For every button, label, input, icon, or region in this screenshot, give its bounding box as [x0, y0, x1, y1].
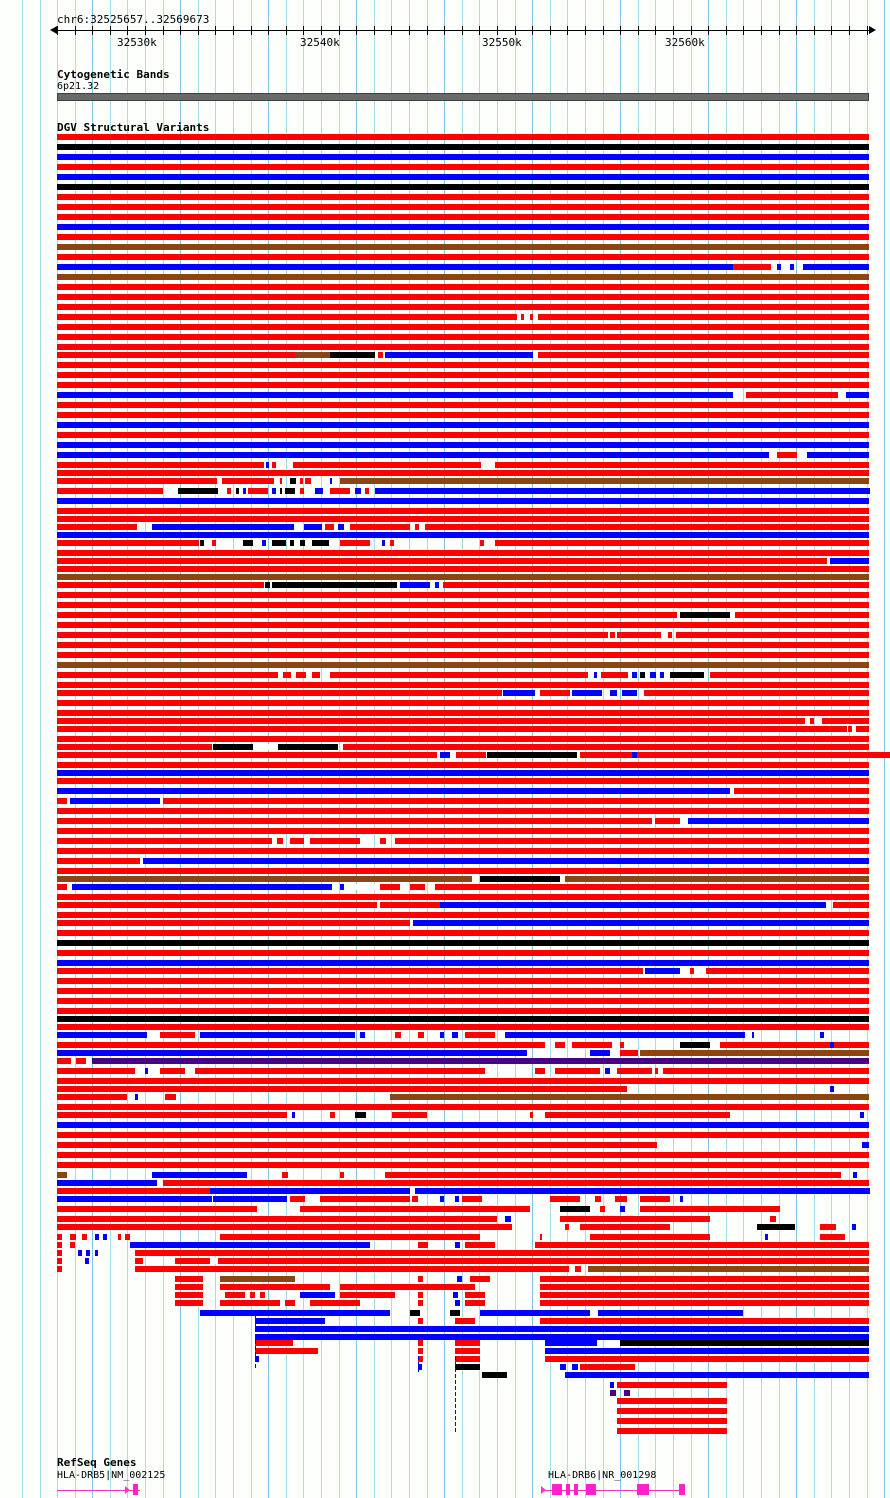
gene-exon[interactable] [552, 1484, 562, 1495]
locus-label: chr6:32525657..32569673 [57, 13, 210, 26]
gene-label[interactable]: HLA-DRB5|NM_002125 [57, 1470, 166, 1481]
gene-intron-line [545, 1490, 685, 1491]
cytoband-label: 6p21.32 [57, 81, 100, 92]
ruler-axis [57, 30, 869, 31]
gene-exon[interactable] [566, 1484, 570, 1495]
arrow-left-icon[interactable] [50, 26, 57, 34]
track-title-refseq-genes: RefSeq Genes [57, 1456, 137, 1469]
gene-exon[interactable] [679, 1484, 685, 1495]
gene-strand-arrow-icon [125, 1486, 130, 1494]
track-title-dgv-structural-variants: DGV Structural Variants [57, 121, 210, 134]
gene-exon[interactable] [133, 1484, 138, 1495]
ruler-label: 32560k [665, 36, 705, 49]
gene-exon[interactable] [574, 1484, 578, 1495]
ruler-label: 32530k [117, 36, 157, 49]
arrow-right-icon[interactable] [869, 26, 876, 34]
ruler-label: 32540k [300, 36, 340, 49]
gene-label[interactable]: HLA-DRB6|NR_001298 [548, 1470, 657, 1481]
gene-exon[interactable] [586, 1484, 596, 1495]
track-title-cytogenetic-bands: Cytogenetic Bands [57, 68, 170, 81]
gene-exon[interactable] [637, 1484, 649, 1495]
gene-strand-arrow-icon [541, 1486, 546, 1494]
gene-intron-line [57, 1490, 140, 1491]
ruler-label: 32550k [482, 36, 522, 49]
